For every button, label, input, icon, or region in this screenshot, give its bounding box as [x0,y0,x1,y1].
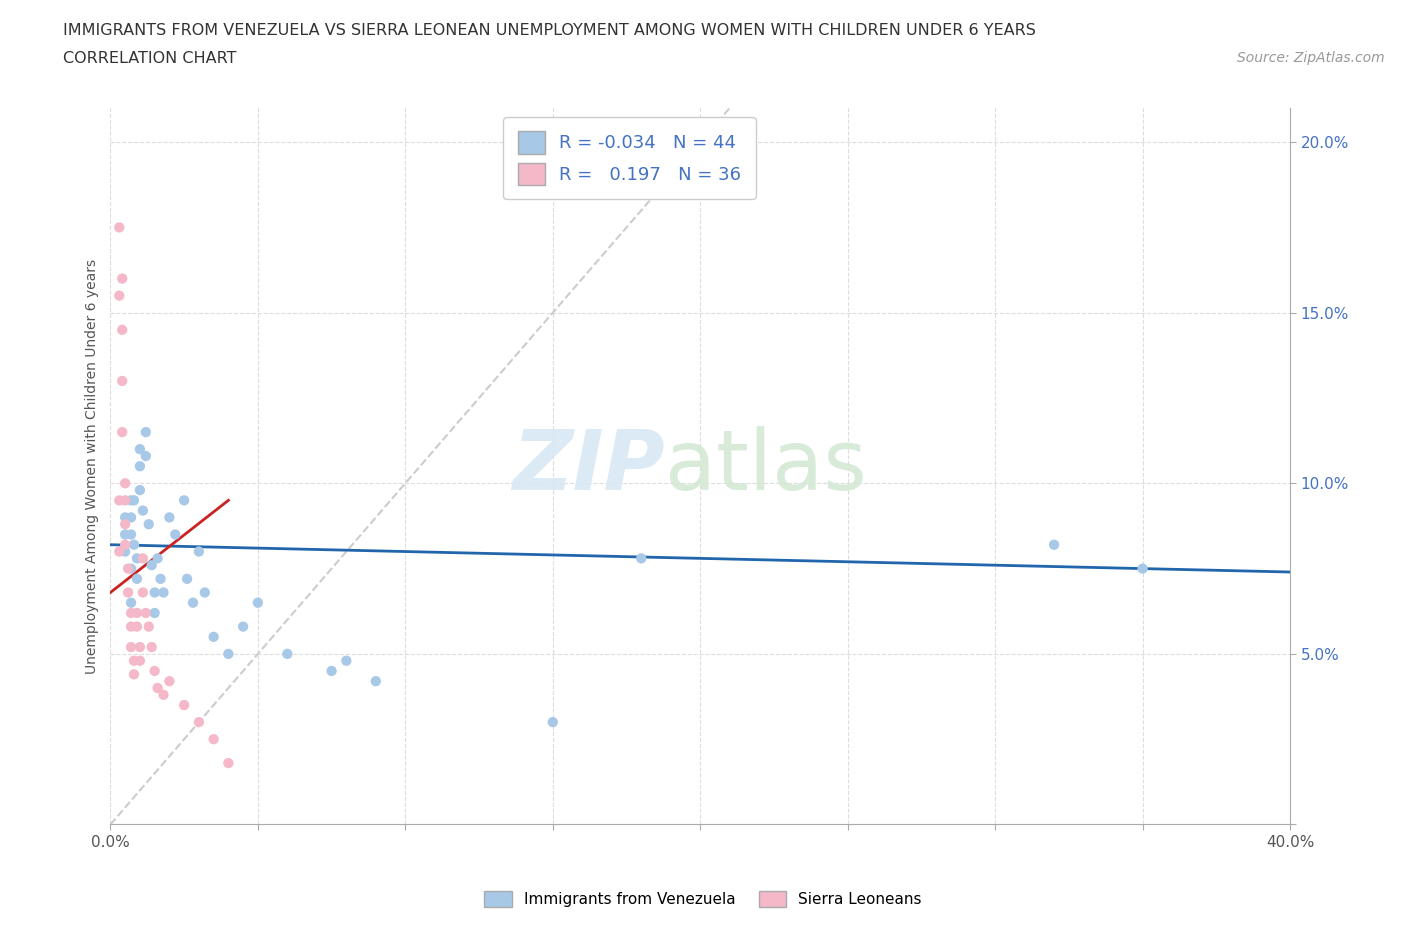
Point [202,732,225,747]
Point [335,653,357,668]
Point [125,605,148,620]
Point [141,640,163,655]
Point [132,551,155,565]
Point [129,442,152,457]
Point [129,653,152,668]
Point [117,561,139,576]
Point [122,653,145,668]
Point [149,571,172,586]
Point [108,544,131,559]
Point [132,585,155,600]
Point [187,544,209,559]
Point [152,585,174,600]
Point [1132,561,1154,576]
Point [194,585,217,600]
Point [120,619,142,634]
Point [111,374,134,389]
Point [173,493,195,508]
Text: Source: ZipAtlas.com: Source: ZipAtlas.com [1237,51,1385,65]
Legend: Immigrants from Venezuela, Sierra Leoneans: Immigrants from Venezuela, Sierra Leonea… [478,884,928,913]
Point [125,551,148,565]
Point [1043,538,1066,552]
Point [138,619,160,634]
Point [138,517,160,532]
Text: atlas: atlas [665,426,866,507]
Point [120,640,142,655]
Point [135,425,157,440]
Point [321,663,343,678]
Point [114,493,136,508]
Point [122,493,145,508]
Point [143,605,166,620]
Point [122,667,145,682]
Point [232,619,254,634]
Point [173,698,195,712]
Point [111,323,134,338]
Point [157,510,180,525]
Point [120,510,142,525]
Point [125,619,148,634]
Point [176,571,198,586]
Point [135,605,157,620]
Point [276,646,298,661]
Point [114,517,136,532]
Point [202,630,225,644]
Point [152,687,174,702]
Point [132,503,155,518]
Point [120,561,142,576]
Point [120,605,142,620]
Point [364,673,387,688]
Point [114,510,136,525]
Point [217,646,239,661]
Y-axis label: Unemployment Among Women with Children Under 6 years: Unemployment Among Women with Children U… [86,259,100,674]
Point [125,571,148,586]
Point [217,756,239,771]
Point [114,538,136,552]
Point [143,663,166,678]
Point [120,595,142,610]
Text: CORRELATION CHART: CORRELATION CHART [63,51,236,66]
Point [181,595,204,610]
Point [111,272,134,286]
Point [108,493,131,508]
Point [165,527,187,542]
Point [129,483,152,498]
Point [129,640,152,655]
Point [120,527,142,542]
Point [187,714,209,729]
Point [111,425,134,440]
Point [141,558,163,573]
Point [541,714,564,729]
Point [157,673,180,688]
Point [143,585,166,600]
Point [108,220,131,235]
Point [146,681,169,696]
Point [108,288,131,303]
Point [114,544,136,559]
Legend: R = -0.034   N = 44, R =   0.197   N = 36: R = -0.034 N = 44, R = 0.197 N = 36 [503,117,755,199]
Point [117,585,139,600]
Text: IMMIGRANTS FROM VENEZUELA VS SIERRA LEONEAN UNEMPLOYMENT AMONG WOMEN WITH CHILDR: IMMIGRANTS FROM VENEZUELA VS SIERRA LEON… [63,23,1036,38]
Point [630,551,652,565]
Point [120,493,142,508]
Point [146,551,169,565]
Point [114,527,136,542]
Point [122,538,145,552]
Point [114,476,136,491]
Point [246,595,269,610]
Point [135,448,157,463]
Text: ZIP: ZIP [512,426,665,507]
Point [129,458,152,473]
